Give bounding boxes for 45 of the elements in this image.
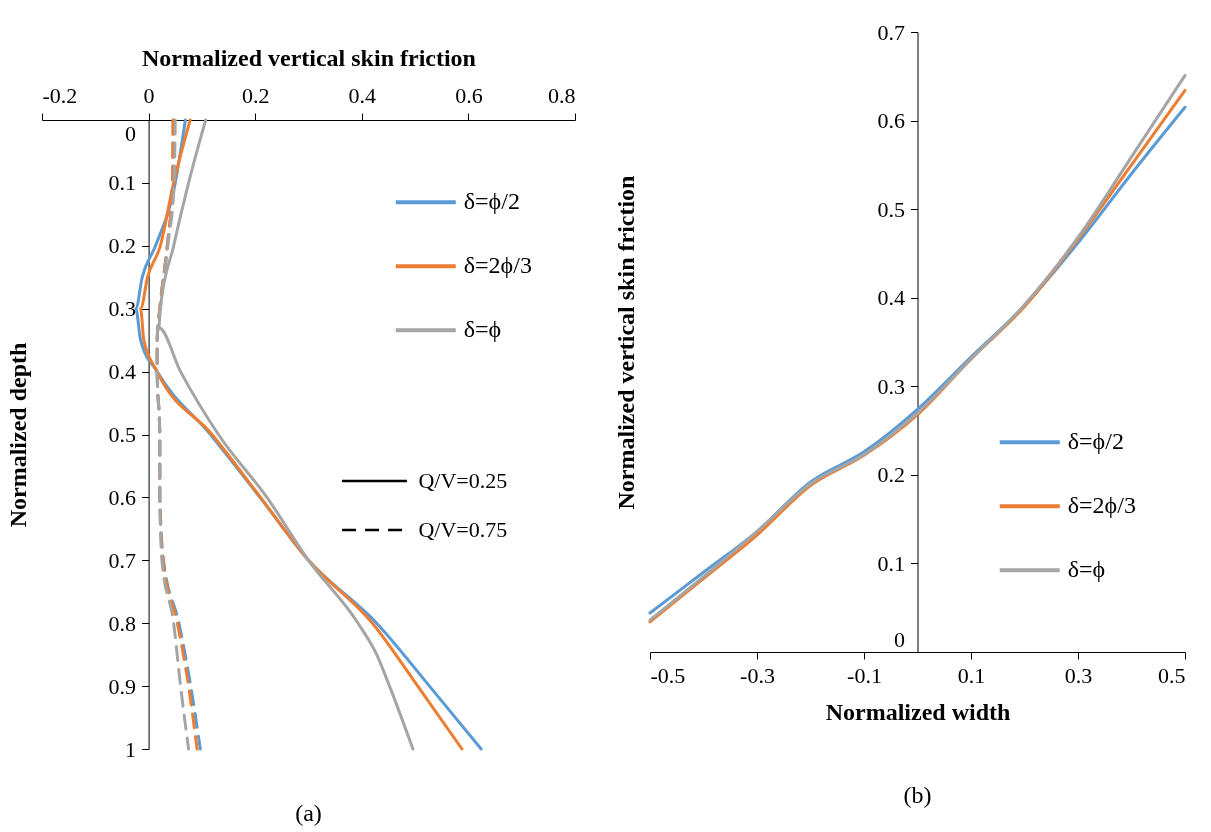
- y-tick-label: 0.2: [108, 233, 137, 259]
- y-tick-label: 0.1: [108, 170, 137, 196]
- x-axis-title: Normalized vertical skin friction: [142, 44, 476, 71]
- y-tick-label: 0.8: [108, 610, 137, 636]
- x-tick-label: 0.4: [348, 82, 377, 108]
- y-tick-label: 0.5: [877, 196, 905, 222]
- x-tick-label: -0.3: [740, 662, 775, 688]
- y-tick-label: 0.7: [108, 547, 137, 573]
- x-tick-label: -0.2: [42, 82, 78, 108]
- x-axis-title: Normalized width: [825, 698, 1011, 725]
- x-tick-label: 0.5: [1158, 662, 1186, 688]
- y-tick-label: 1: [125, 736, 137, 762]
- x-tick-label: 0.8: [548, 82, 576, 108]
- legend-label: δ=ϕ: [1067, 556, 1106, 583]
- y-tick-label: 0.5: [108, 422, 137, 447]
- legend-label: δ=ϕ/2: [1067, 428, 1124, 455]
- text: (a): [295, 800, 322, 826]
- y-tick-label: 0.9: [108, 673, 137, 699]
- annotation: Q/V=0.75: [418, 517, 508, 543]
- y-axis-title: Normalized depth: [4, 342, 31, 528]
- y-tick-label: 0.1: [877, 550, 905, 576]
- y-tick-label: 0.4: [108, 359, 137, 385]
- y-tick-label: 0.2: [877, 462, 905, 488]
- y-tick-label: 0.6: [877, 108, 905, 134]
- x-tick-label: 0.3: [1064, 662, 1093, 688]
- legend-label: δ=2ϕ/3: [463, 252, 532, 279]
- y-tick-label: 0.6: [108, 484, 137, 510]
- legend-label: δ=ϕ: [463, 316, 502, 343]
- y-tick-label: 0: [125, 120, 137, 146]
- x-tick-label: -0.1: [847, 662, 882, 688]
- y-tick-label: 0.7: [877, 19, 905, 45]
- legend-label: δ=2ϕ/3: [1067, 492, 1136, 519]
- y-axis-title: Normalized vertical skin friction: [612, 175, 639, 510]
- x-tick-label: 0.6: [455, 82, 483, 108]
- annotation: Q/V=0.25: [418, 468, 508, 494]
- y-tick-label: 0.3: [108, 296, 137, 322]
- y-tick-label: 0: [894, 626, 905, 652]
- text: (b): [903, 782, 932, 808]
- y-tick-label: 0.3: [877, 373, 905, 399]
- y-tick-label: 0.4: [877, 285, 905, 311]
- x-tick-label: -0.5: [650, 662, 686, 688]
- x-tick-label: 0.1: [957, 662, 986, 688]
- x-tick-label: 0.2: [241, 82, 270, 108]
- x-tick-label: 0: [143, 82, 155, 108]
- legend-label: δ=ϕ/2: [463, 188, 520, 215]
